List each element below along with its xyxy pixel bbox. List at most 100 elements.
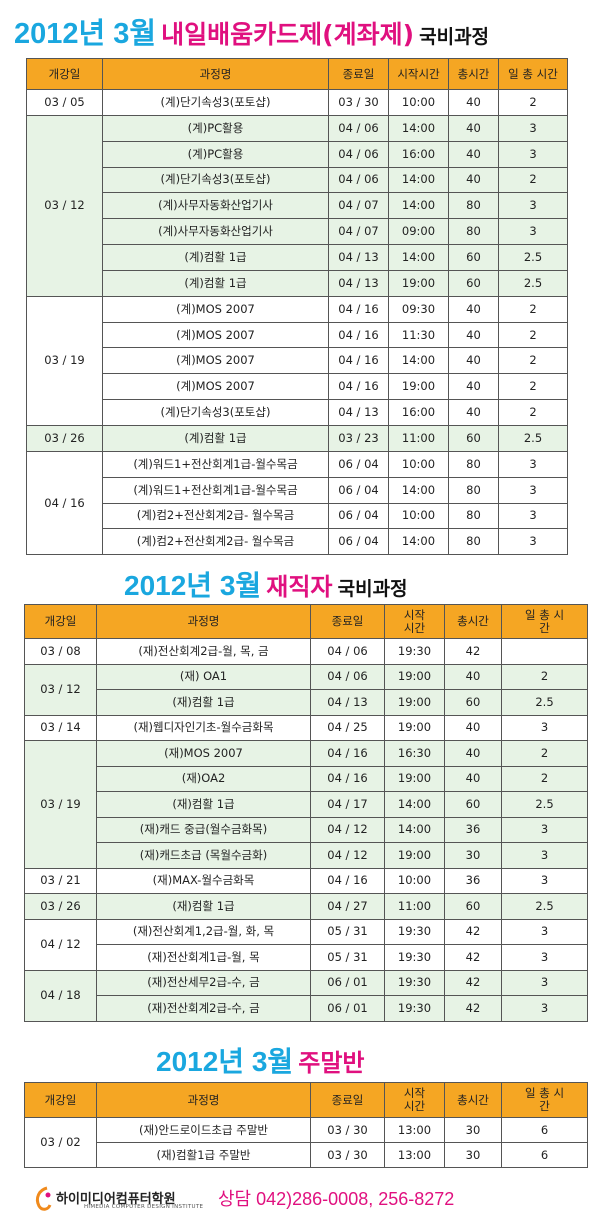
course-name-cell: (재)OA2 xyxy=(96,765,311,792)
total-hours-cell: 40 xyxy=(444,740,502,767)
start-time-cell: 19:00 xyxy=(388,269,449,297)
course-name-cell: (재)컴활 1급 xyxy=(96,893,311,920)
course-name-cell: (재)전산회계1,2급-월, 화, 목 xyxy=(96,918,311,945)
course-name-cell: (계)컴2+전산회계2급- 월수목금 xyxy=(102,502,329,530)
table-row: (재)컴활 1급 04 / 13 19:00 60 2.5 xyxy=(25,689,588,716)
start-time-cell: 19:30 xyxy=(384,969,445,996)
daily-hours-cell: 2 xyxy=(498,166,568,194)
total-hours-cell: 40 xyxy=(448,140,499,168)
total-hours-cell: 40 xyxy=(448,373,499,401)
title-highlight: 재직자 xyxy=(266,573,333,601)
course-name-cell: (계)워드1+전산회계1급-월수목금 xyxy=(102,450,329,478)
table-row: 03 / 21 (재)MAX-월수금화목 04 / 16 10:00 36 3 xyxy=(24,867,588,894)
end-date-cell: 06 / 04 xyxy=(328,476,389,504)
daily-hours-cell: 2.5 xyxy=(498,424,568,452)
total-hours-cell: 36 xyxy=(444,816,502,843)
table-row: 04 / 18 (재)전산세무2급-수, 금 06 / 01 19:30 42 3 xyxy=(24,969,588,1022)
start-time-cell: 10:00 xyxy=(388,89,449,116)
table-row: (재)컴활1급 주말반 03 / 30 13:00 30 6 xyxy=(25,1142,588,1168)
total-hours-cell: 30 xyxy=(444,1117,502,1143)
total-hours-cell: 40 xyxy=(448,89,499,116)
course-name-cell: (재) OA1 xyxy=(96,663,311,690)
section-title: 2012년 3월 재직자 국비과정 xyxy=(124,564,595,604)
start-time-cell: 19:30 xyxy=(384,944,445,971)
end-date-cell: 04 / 06 xyxy=(328,114,389,142)
end-date-cell: 06 / 01 xyxy=(310,969,385,996)
total-hours-cell: 40 xyxy=(448,166,499,194)
table-row: 03 / 12 (계)PC활용 04 / 06 14:00 40 3 xyxy=(26,114,568,297)
course-name-cell: (계)단기속성3(포토샵) xyxy=(102,89,329,116)
total-hours-cell: 30 xyxy=(444,842,502,869)
table-row: (계)단기속성3(포토샵) 04 / 13 16:00 40 2 xyxy=(27,399,568,426)
header-course: 과정명 xyxy=(102,58,329,90)
course-name-cell: (계)MOS 2007 xyxy=(102,373,329,401)
end-date-cell: 04 / 06 xyxy=(310,663,385,690)
start-date-cell: 03 / 12 xyxy=(26,114,103,297)
daily-hours-cell: 3 xyxy=(501,842,588,869)
total-hours-cell: 60 xyxy=(448,424,499,452)
end-date-cell: 04 / 12 xyxy=(310,842,385,869)
daily-hours-cell: 2 xyxy=(498,399,568,426)
total-hours-cell: 60 xyxy=(444,689,502,716)
header-total-hours: 총시간 xyxy=(448,58,499,90)
header-daily-hours: 일 총 시간 xyxy=(501,1082,588,1118)
end-date-cell: 04 / 16 xyxy=(310,740,385,767)
total-hours-cell: 42 xyxy=(444,638,502,665)
start-time-cell: 14:00 xyxy=(388,528,449,556)
start-time-cell: 14:00 xyxy=(384,791,445,818)
table-row: (재)캐드 중급(월수금화목) 04 / 12 14:00 36 3 xyxy=(25,816,588,843)
end-date-cell: 03 / 30 xyxy=(328,89,389,116)
course-name-cell: (계)MOS 2007 xyxy=(102,347,329,375)
start-time-cell: 14:00 xyxy=(384,816,445,843)
course-name-cell: (계)단기속성3(포토샵) xyxy=(102,166,329,194)
table-row: (계)사무자동화산업기사 04 / 07 09:00 80 3 xyxy=(27,218,568,246)
start-time-cell: 16:30 xyxy=(384,740,445,767)
table-row: (계)컴활 1급 04 / 13 14:00 60 2.5 xyxy=(27,244,568,271)
title-tail: 국비과정 xyxy=(419,26,490,48)
course-name-cell: (재)MAX-월수금화목 xyxy=(96,867,311,894)
start-time-cell: 09:00 xyxy=(388,218,449,246)
end-date-cell: 04 / 16 xyxy=(310,765,385,792)
daily-hours-cell: 2.5 xyxy=(498,244,568,271)
daily-hours-cell: 3 xyxy=(498,192,568,220)
daily-hours-cell: 3 xyxy=(498,114,568,142)
start-time-cell: 16:00 xyxy=(388,399,449,426)
start-time-cell: 19:30 xyxy=(384,918,445,945)
table-row: (재)전산회계1급-월, 목 05 / 31 19:30 42 3 xyxy=(25,944,588,971)
total-hours-cell: 80 xyxy=(448,476,499,504)
table-row: 03 / 08 (재)전산회계2급-월, 목, 금 04 / 06 19:30 42 xyxy=(24,638,588,665)
total-hours-cell: 40 xyxy=(444,663,502,690)
course-name-cell: (계)PC활용 xyxy=(102,140,329,168)
end-date-cell: 04 / 13 xyxy=(328,269,389,297)
course-name-cell: (계)PC활용 xyxy=(102,114,329,142)
header-end-date: 종료일 xyxy=(310,604,385,639)
daily-hours-cell: 2 xyxy=(498,347,568,375)
end-date-cell: 04 / 16 xyxy=(328,373,389,401)
title-tail: 국비과정 xyxy=(337,578,408,600)
course-name-cell: (재)캐드초급 (목월수금화) xyxy=(96,842,311,869)
start-time-cell: 14:00 xyxy=(388,114,449,142)
daily-hours-cell: 2 xyxy=(498,373,568,401)
table-row: (재)캐드초급 (목월수금화) 04 / 12 19:00 30 3 xyxy=(25,842,588,869)
daily-hours-cell: 2.5 xyxy=(501,689,588,716)
end-date-cell: 06 / 04 xyxy=(328,502,389,530)
section-title: 2012년 3월 주말반 xyxy=(156,1040,595,1080)
end-date-cell: 04 / 06 xyxy=(328,140,389,168)
start-time-cell: 14:00 xyxy=(388,244,449,271)
table-row: (재)컴활 1급 04 / 17 14:00 60 2.5 xyxy=(25,791,588,818)
start-time-cell: 16:00 xyxy=(388,140,449,168)
daily-hours-cell: 2.5 xyxy=(501,791,588,818)
course-name-cell: (계)컴활 1급 xyxy=(102,269,329,297)
daily-hours-cell: 3 xyxy=(501,918,588,945)
start-time-cell: 10:00 xyxy=(384,867,445,894)
header-total-hours: 총시간 xyxy=(444,1082,502,1118)
start-time-cell: 19:30 xyxy=(384,638,445,665)
table-row: 03 / 26 (계)컴활 1급 03 / 23 11:00 60 2.5 xyxy=(26,424,568,452)
end-date-cell: 04 / 06 xyxy=(310,638,385,665)
daily-hours-cell: 3 xyxy=(501,867,588,894)
end-date-cell: 05 / 31 xyxy=(310,918,385,945)
course-name-cell: (재)전산세무2급-수, 금 xyxy=(96,969,311,996)
total-hours-cell: 80 xyxy=(448,528,499,556)
total-hours-cell: 40 xyxy=(448,347,499,375)
daily-hours-cell: 2 xyxy=(501,765,588,792)
